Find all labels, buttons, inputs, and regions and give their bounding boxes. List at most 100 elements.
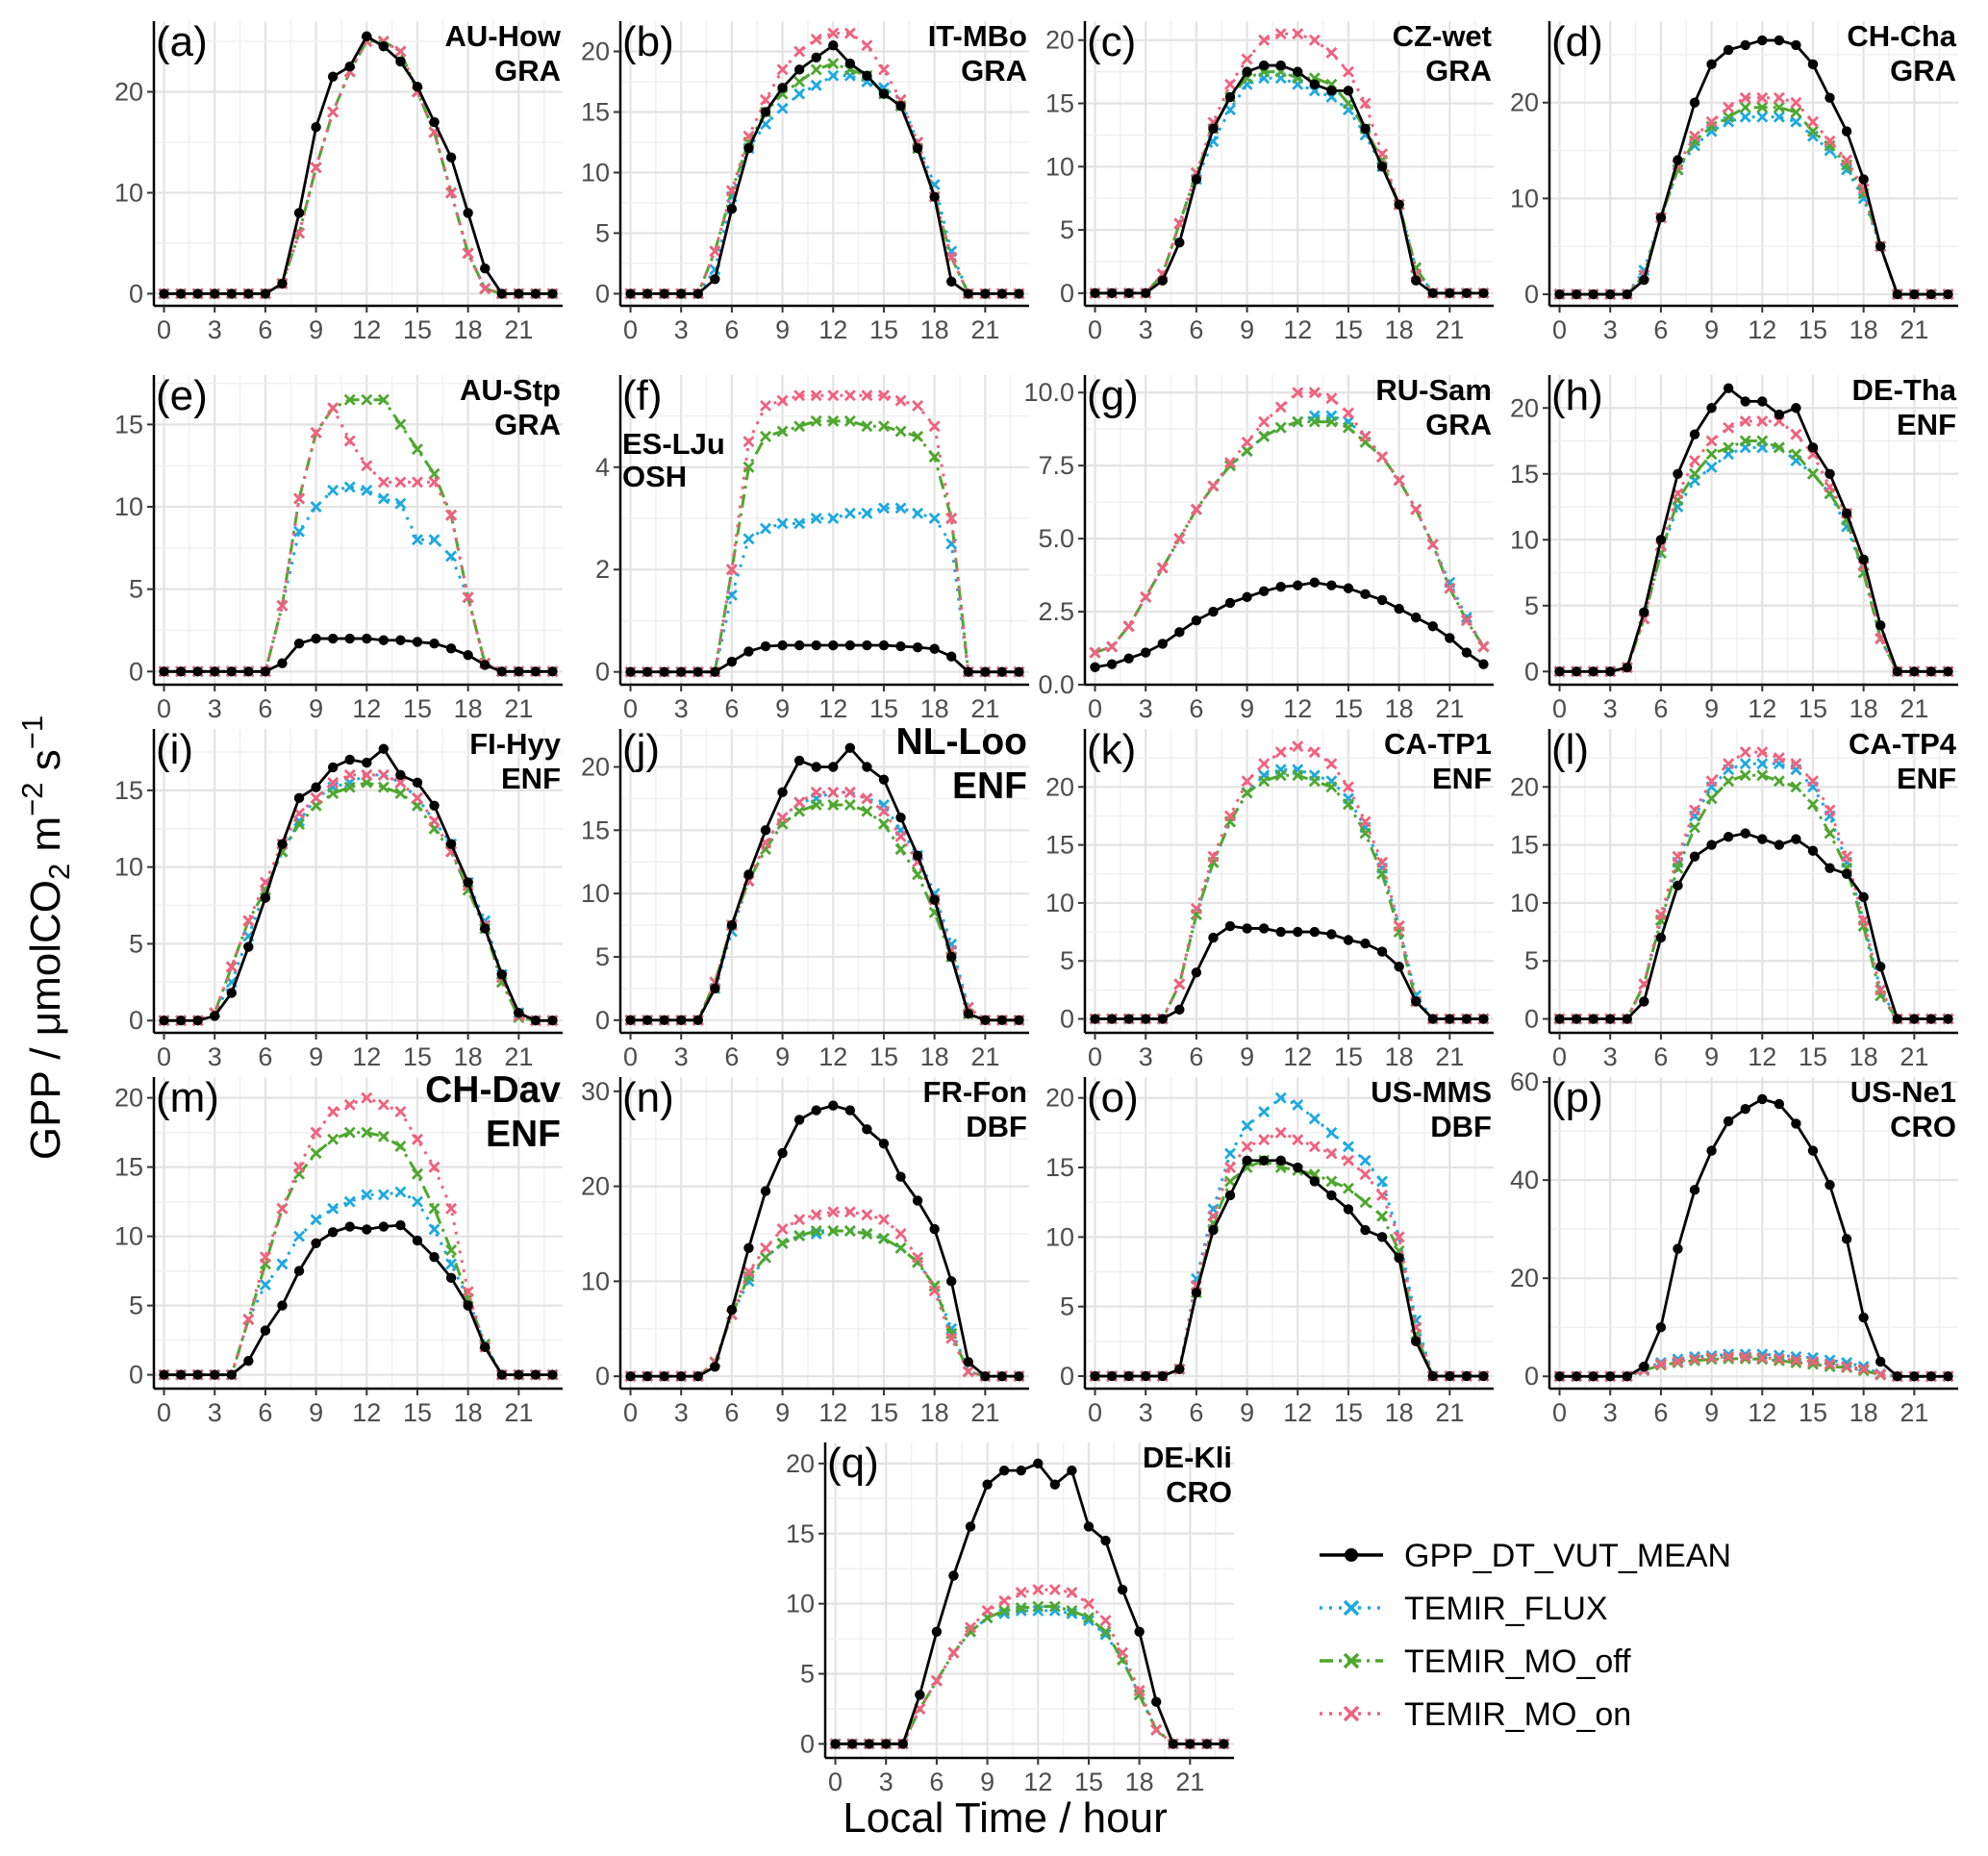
pft-label: CRO — [1890, 1110, 1956, 1143]
data-point — [361, 460, 373, 472]
site-name: ES-LJu — [622, 427, 725, 461]
data-point — [1117, 1646, 1129, 1659]
data-point — [710, 1362, 720, 1372]
data-point — [1672, 850, 1684, 863]
x-tick-label: 18 — [1385, 1042, 1414, 1071]
data-point — [810, 389, 822, 402]
data-point — [463, 649, 473, 661]
pft-label: DBF — [1430, 1110, 1492, 1143]
data-point — [1141, 288, 1151, 299]
data-point — [1241, 1141, 1253, 1153]
data-point — [1841, 868, 1852, 879]
data-point — [1806, 798, 1819, 811]
data-point — [625, 288, 636, 299]
data-point — [1790, 448, 1802, 461]
data-point — [311, 122, 321, 133]
data-point — [1099, 1615, 1112, 1627]
x-tick-label: 0 — [157, 315, 171, 344]
data-point — [1141, 647, 1151, 658]
legend-item-temir-flux: TEMIR_FLUX — [1320, 1591, 1608, 1627]
y-tick-label: 10 — [581, 158, 610, 187]
data-point — [277, 839, 288, 849]
y-tick-label: 10 — [581, 1267, 610, 1295]
data-point — [395, 635, 406, 645]
data-point — [1342, 65, 1354, 78]
y-tick-label: 0 — [1524, 657, 1539, 686]
data-point — [327, 633, 339, 644]
y-tick-label: 15 — [1045, 89, 1074, 118]
data-point — [1360, 938, 1371, 949]
data-point — [862, 1124, 872, 1135]
data-point — [1066, 1607, 1078, 1619]
y-tick-label: 20 — [1510, 772, 1539, 801]
data-point — [1394, 962, 1404, 972]
data-point — [1427, 621, 1438, 632]
x-tick-label: 18 — [1850, 315, 1878, 344]
data-point — [1293, 926, 1303, 938]
data-point — [760, 1251, 772, 1264]
data-point — [327, 1133, 340, 1145]
data-point — [861, 1209, 873, 1221]
x-tick-label: 3 — [208, 1398, 222, 1427]
data-point — [1554, 288, 1565, 300]
data-point — [1925, 666, 1937, 677]
data-point — [1824, 92, 1835, 103]
data-point — [726, 656, 738, 667]
data-point — [776, 812, 789, 824]
data-point — [793, 755, 805, 766]
data-point — [1224, 1175, 1237, 1188]
data-point — [1824, 1358, 1836, 1370]
data-point — [1343, 1204, 1354, 1215]
data-point — [928, 451, 941, 464]
data-point — [462, 1286, 474, 1298]
data-point — [1133, 1689, 1145, 1701]
y-tick-label: 5 — [1060, 946, 1074, 975]
series-temir-mo-on — [829, 1584, 1230, 1750]
gridlines — [1085, 1077, 1494, 1389]
series-temir-flux — [1553, 111, 1954, 301]
x-tick-label: 15 — [1799, 694, 1827, 723]
data-point — [159, 1369, 169, 1380]
data-point — [912, 507, 924, 519]
data-point — [1141, 1370, 1151, 1382]
series-line — [1095, 1159, 1484, 1378]
data-point — [377, 768, 390, 781]
data-point — [1673, 880, 1683, 891]
data-point — [642, 1015, 653, 1026]
data-point — [1082, 1615, 1095, 1627]
y-tick-label: 15 — [1510, 831, 1539, 860]
data-point — [810, 79, 822, 91]
x-tick-label: 9 — [1704, 1398, 1719, 1427]
x-tick-label: 9 — [1240, 1042, 1254, 1071]
data-point — [1723, 383, 1734, 393]
data-point — [530, 1369, 541, 1380]
series-line — [1559, 106, 1949, 296]
data-point — [1739, 111, 1751, 123]
data-point — [1082, 1597, 1095, 1610]
data-point — [1639, 274, 1649, 286]
data-point — [1857, 1363, 1870, 1375]
y-tick-label: 0 — [1524, 1005, 1539, 1034]
data-point — [175, 666, 187, 677]
data-point — [1461, 1014, 1472, 1024]
x-tick-label: 9 — [309, 1042, 323, 1071]
data-point — [243, 666, 254, 677]
data-point — [1325, 1175, 1338, 1188]
data-point — [1705, 461, 1718, 473]
site-name: NL-Loo — [896, 721, 1027, 763]
data-point — [1258, 586, 1270, 596]
y-tick-label: 10 — [786, 1590, 815, 1618]
data-point — [1427, 1014, 1438, 1024]
pft-label: GRA — [1890, 54, 1956, 88]
data-point — [1705, 775, 1718, 788]
data-point — [225, 961, 238, 973]
data-point — [862, 640, 872, 651]
data-point — [642, 1370, 653, 1382]
data-point — [930, 1674, 943, 1687]
data-point — [1588, 666, 1598, 677]
data-point — [1554, 666, 1565, 677]
series-gpp-dt-vut-mean — [159, 1219, 558, 1380]
data-point — [1258, 775, 1271, 788]
data-point — [1689, 97, 1700, 108]
